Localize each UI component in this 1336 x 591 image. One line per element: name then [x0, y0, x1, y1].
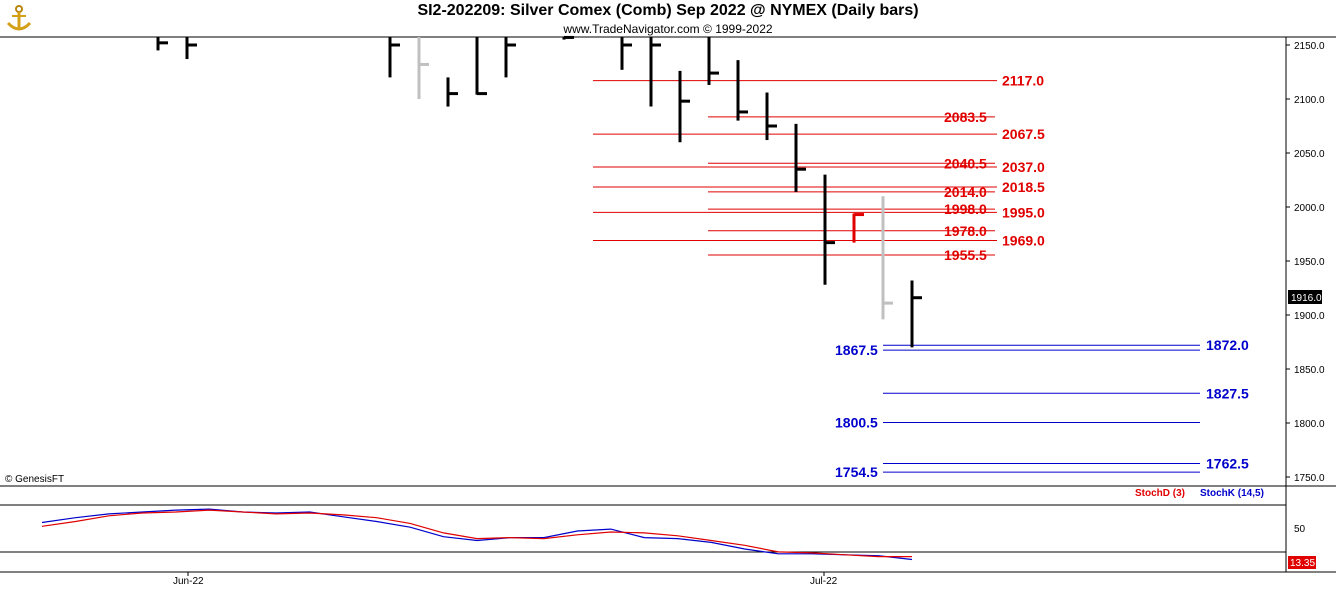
last-price-label: 1916.0: [1291, 293, 1322, 304]
resistance-label: 2018.5: [1002, 179, 1045, 195]
stochd-legend: StochD (3): [1135, 488, 1185, 499]
chart-subtitle: www.TradeNavigator.com © 1999-2022: [563, 22, 773, 36]
support-label: 1872.0: [1206, 337, 1249, 353]
stoch-last-value-box: [1288, 556, 1316, 569]
resistance-label: 2037.0: [1002, 159, 1045, 175]
price-tick-label: 2050.0: [1294, 149, 1325, 160]
price-tick-label: 1750.0: [1294, 473, 1325, 484]
resistance-label: 1998.0: [944, 201, 987, 217]
time-label-jul: Jul-22: [810, 576, 838, 587]
stochk-legend: StochK (14,5): [1200, 488, 1264, 499]
support-label: 1867.5: [835, 342, 878, 358]
time-label-jun: Jun-22: [173, 576, 204, 587]
resistance-label: 2014.0: [944, 184, 987, 200]
support-label: 1800.5: [835, 414, 878, 430]
resistance-label: 1955.5: [944, 247, 987, 263]
anchor-logo-icon: [6, 5, 32, 31]
stochastic-lines: [41, 508, 913, 561]
resistance-label: 1978.0: [944, 223, 987, 239]
support-label: 1762.5: [1206, 456, 1249, 472]
price-tick-label: 1900.0: [1294, 311, 1325, 322]
price-tick-label: 2150.0: [1294, 41, 1325, 52]
resistance-label: 2083.5: [944, 109, 987, 125]
chart-title: SI2-202209: Silver Comex (Comb) Sep 2022…: [417, 2, 919, 19]
support-label: 1754.5: [835, 464, 878, 480]
price-tick-label: 2000.0: [1294, 203, 1325, 214]
stochd-line: [41, 509, 912, 558]
support-label: 1827.5: [1206, 385, 1249, 401]
support-resistance-levels: 2117.0 2083.5 2067.5 2040.5 2037.0 2018.5 2014…: [593, 73, 1249, 480]
stoch-level-tick-label: 50: [1294, 524, 1306, 535]
stochk-line: [41, 508, 913, 561]
copyright-label: © GenesisFT: [5, 474, 65, 485]
resistance-label: 2067.5: [1002, 126, 1045, 142]
stoch-last-value-label: 13.35: [1290, 558, 1315, 569]
resistance-label: 2040.5: [944, 155, 987, 171]
price-tick-label: 2100.0: [1294, 95, 1325, 106]
resistance-label: 1969.0: [1002, 232, 1045, 248]
ohlc-bars: [156, 35, 922, 348]
resistance-label: 1995.0: [1002, 204, 1045, 220]
price-tick-label: 1950.0: [1294, 257, 1325, 268]
price-tick-label: 1800.0: [1294, 419, 1325, 430]
price-axis: 2150.0 2100.0 2050.0 2000.0 1950.0 1900.0 1850…: [1286, 41, 1325, 484]
resistance-label: 2117.0: [1002, 73, 1044, 89]
last-price-box: [1288, 290, 1322, 304]
price-tick-label: 1850.0: [1294, 365, 1325, 376]
